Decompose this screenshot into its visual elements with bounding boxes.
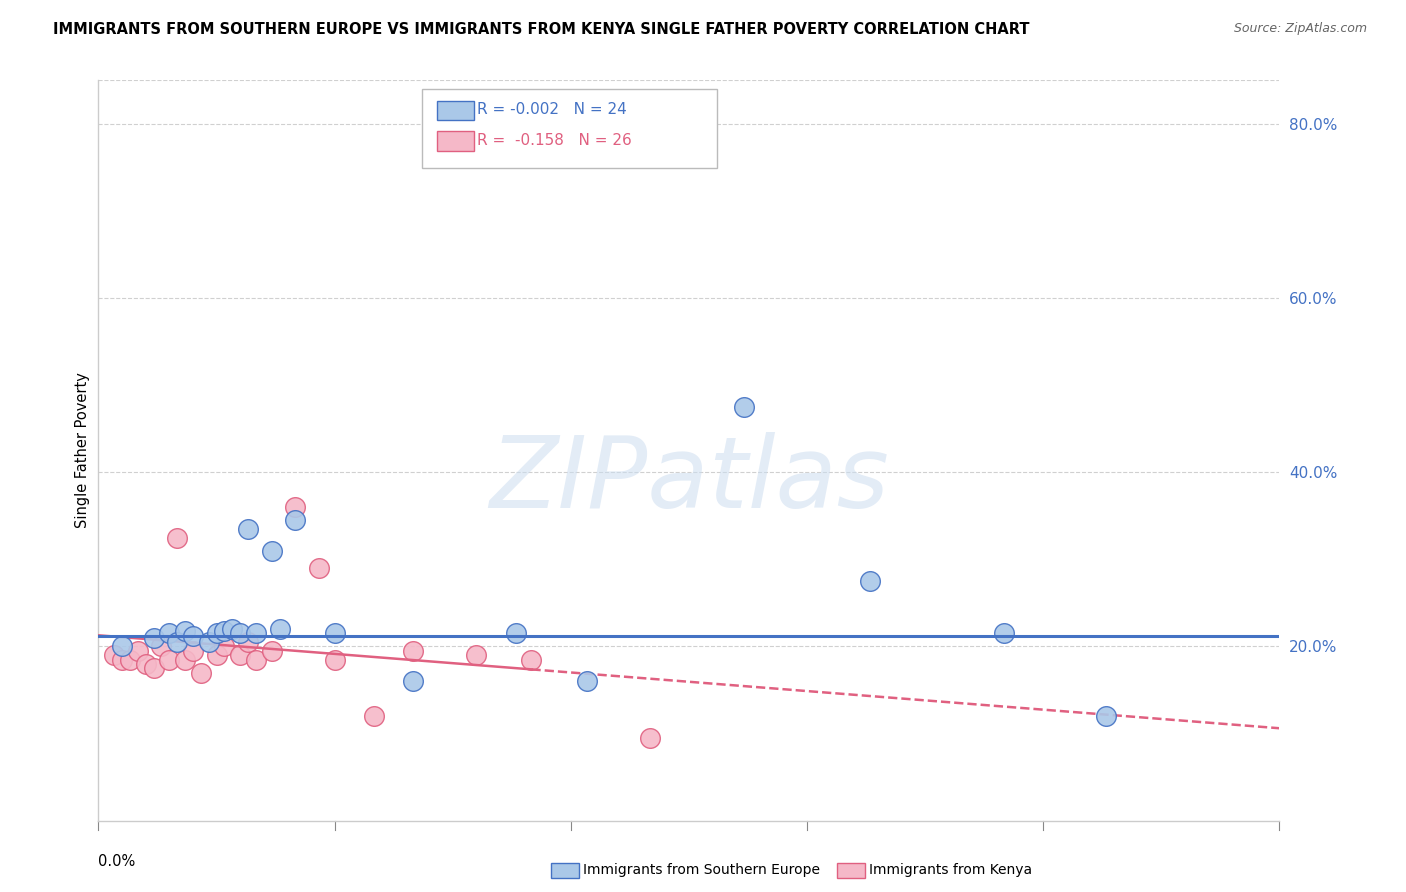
Point — [205, 648, 228, 662]
Point — [323, 652, 346, 666]
Text: Immigrants from Southern Europe: Immigrants from Southern Europe — [583, 863, 821, 877]
Point — [142, 661, 165, 675]
Point — [575, 674, 598, 689]
Point — [284, 500, 307, 514]
Text: 0.0%: 0.0% — [98, 854, 135, 869]
Point — [166, 531, 188, 545]
Point — [308, 561, 330, 575]
Point — [1095, 709, 1118, 723]
Point — [166, 635, 188, 649]
Text: R = -0.002   N = 24: R = -0.002 N = 24 — [477, 103, 627, 117]
Point — [157, 626, 180, 640]
Point — [260, 644, 283, 658]
Point — [236, 635, 259, 649]
Point — [733, 400, 755, 414]
Point — [174, 624, 197, 638]
Y-axis label: Single Father Poverty: Single Father Poverty — [75, 373, 90, 528]
Point — [245, 626, 267, 640]
Point — [111, 640, 134, 654]
Point — [142, 631, 165, 645]
Point — [505, 626, 527, 640]
Point — [205, 626, 228, 640]
Point — [229, 648, 252, 662]
Point — [859, 574, 882, 588]
Point — [214, 624, 236, 638]
Point — [118, 652, 141, 666]
Point — [229, 626, 252, 640]
Point — [181, 629, 204, 643]
Text: ZIPatlas: ZIPatlas — [489, 432, 889, 529]
Text: Immigrants from Kenya: Immigrants from Kenya — [869, 863, 1032, 877]
Point — [157, 652, 180, 666]
Point — [269, 622, 291, 636]
Point — [363, 709, 385, 723]
Point — [174, 652, 197, 666]
Point — [465, 648, 488, 662]
Point — [214, 640, 236, 654]
Point — [127, 644, 149, 658]
Text: Source: ZipAtlas.com: Source: ZipAtlas.com — [1233, 22, 1367, 36]
Point — [135, 657, 157, 671]
Point — [993, 626, 1015, 640]
Text: R =  -0.158   N = 26: R = -0.158 N = 26 — [477, 133, 631, 147]
Point — [197, 635, 219, 649]
Point — [520, 652, 543, 666]
Point — [181, 644, 204, 658]
Point — [221, 622, 243, 636]
Point — [111, 652, 134, 666]
Point — [103, 648, 125, 662]
Point — [190, 665, 212, 680]
Text: IMMIGRANTS FROM SOUTHERN EUROPE VS IMMIGRANTS FROM KENYA SINGLE FATHER POVERTY C: IMMIGRANTS FROM SOUTHERN EUROPE VS IMMIG… — [53, 22, 1031, 37]
Point — [260, 543, 283, 558]
Point — [150, 640, 173, 654]
Point — [323, 626, 346, 640]
Point — [245, 652, 267, 666]
Point — [402, 674, 425, 689]
Point — [402, 644, 425, 658]
Point — [284, 513, 307, 527]
Point — [236, 522, 259, 536]
Point — [638, 731, 661, 745]
